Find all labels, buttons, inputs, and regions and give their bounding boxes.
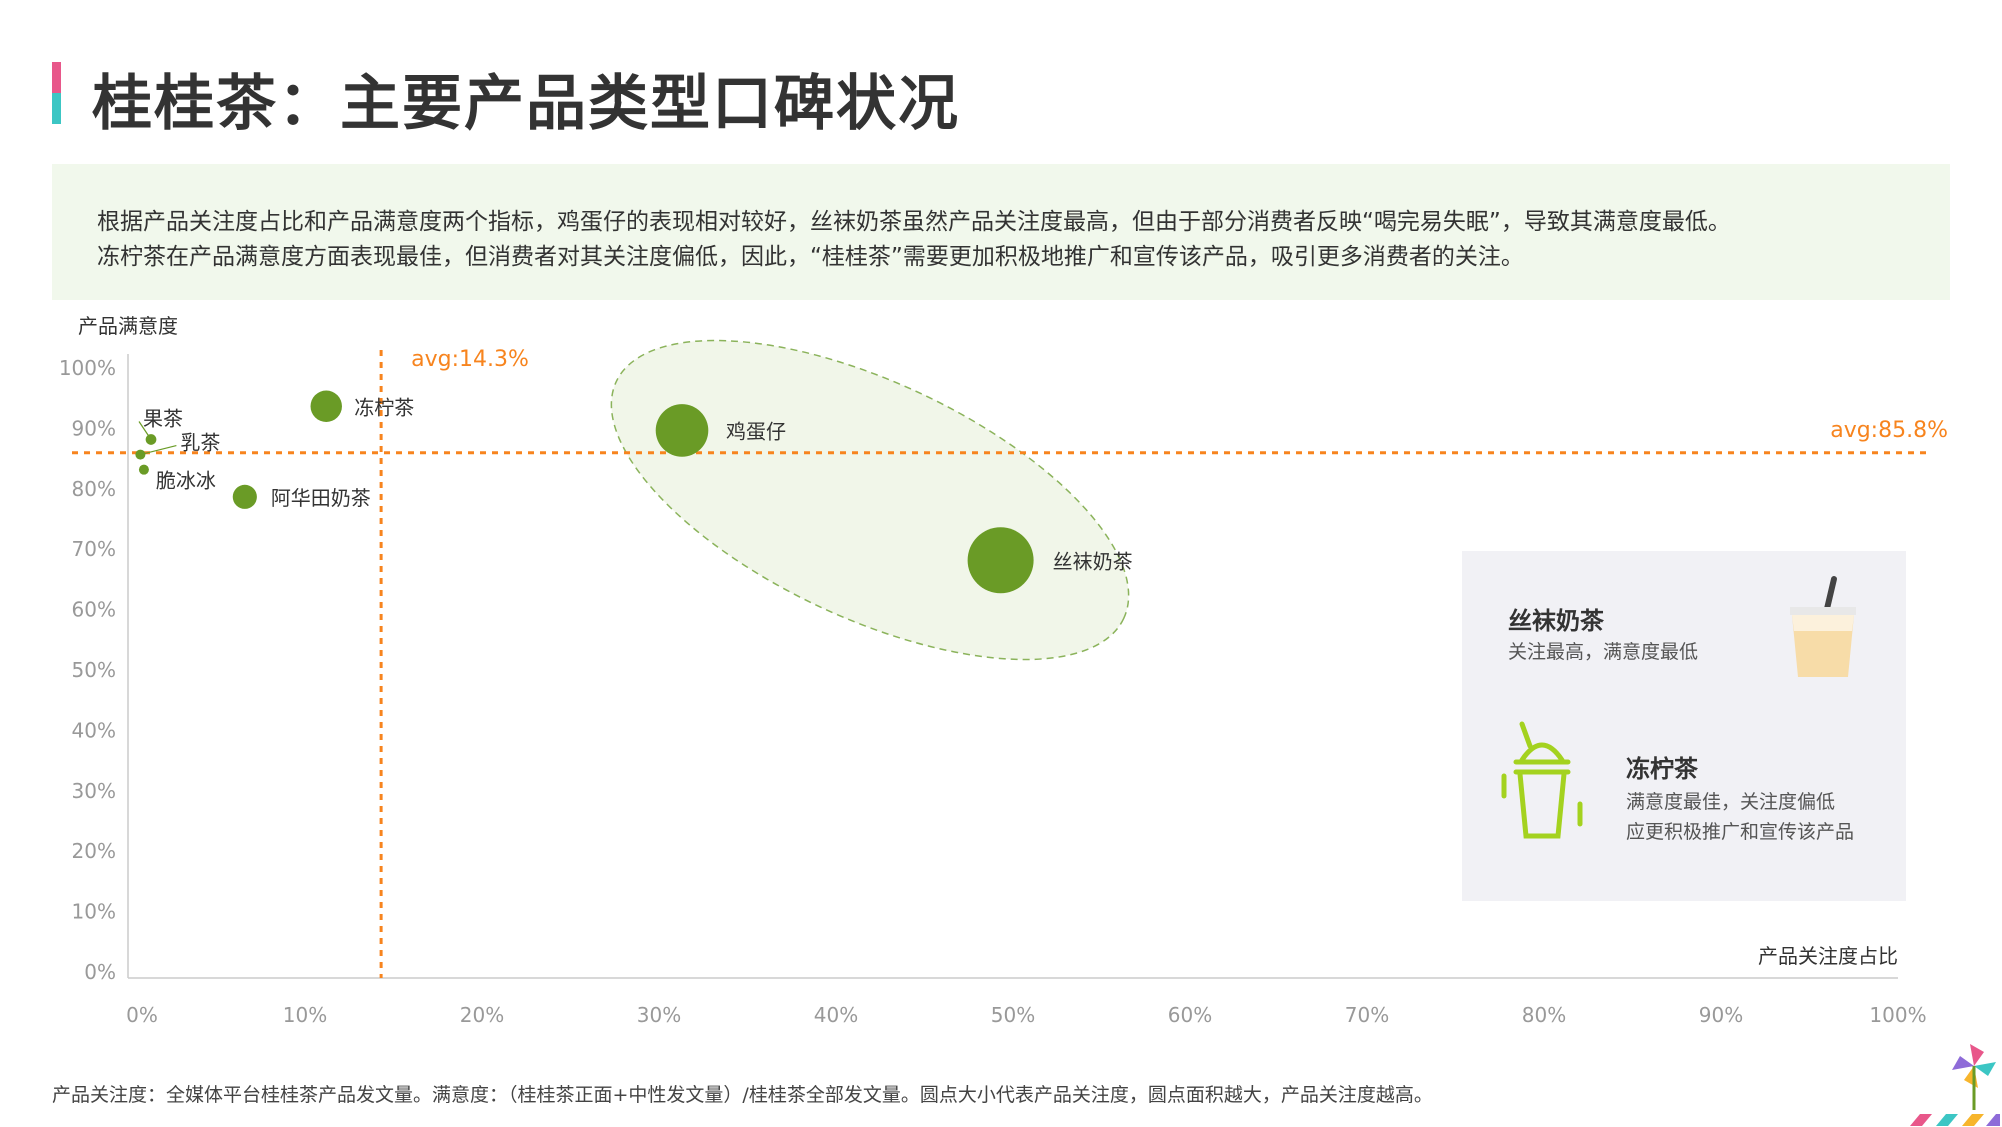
x-tick-label: 90% [1699, 1003, 1743, 1027]
footnote: 产品关注度：全媒体平台桂桂茶产品发文量。满意度：（桂桂茶正面+中性发文量）/桂桂… [52, 1084, 1433, 1106]
insight-2-title: 冻柠茶 [1626, 755, 1698, 783]
x-tick-label: 10% [283, 1003, 327, 1027]
y-tick-label: 10% [72, 900, 116, 924]
x-axis-label: 产品关注度占比 [1758, 944, 1898, 968]
insight-1-text: 关注最高，满意度最低 [1508, 641, 1699, 663]
y-tick-label: 60% [72, 598, 116, 622]
insight-panel: 丝袜奶茶 关注最高，满意度最低 冻柠茶 满意度最佳，关注度偏低 应更积极推广和宣… [1462, 551, 1906, 901]
y-tick-label: 40% [72, 718, 116, 742]
y-tick-label: 50% [72, 658, 116, 682]
point-label: 鸡蛋仔 [726, 419, 786, 443]
x-tick-label: 100% [1869, 1003, 1926, 1027]
point-label: 果茶 [143, 406, 183, 430]
y-tick-label: 70% [72, 537, 116, 561]
x-tick-label: 40% [814, 1003, 858, 1027]
avg-y-label: avg:85.8% [1830, 418, 1948, 443]
scatter-point [310, 390, 342, 422]
avg-x-label: avg:14.3% [411, 347, 529, 372]
y-tick-label: 80% [72, 477, 116, 501]
x-tick-label: 70% [1345, 1003, 1389, 1027]
highlight-ellipse [610, 339, 1130, 661]
point-label: 乳茶 [180, 431, 220, 455]
y-tick-label: 0% [84, 960, 116, 984]
y-tick-label: 100% [59, 356, 116, 380]
x-tick-label: 0% [126, 1003, 158, 1027]
y-tick-label: 90% [72, 416, 116, 440]
brand-logo [1910, 1044, 2000, 1126]
insight-2-text-1: 满意度最佳，关注度偏低 [1626, 791, 1836, 813]
milk-tea-cup-icon [1790, 576, 1856, 677]
point-label: 阿华田奶茶 [271, 486, 371, 510]
summary-line-1: 根据产品关注度占比和产品满意度两个指标，鸡蛋仔的表现相对较好，丝袜奶茶虽然产品关… [97, 209, 1731, 235]
y-tick-label: 20% [72, 839, 116, 863]
scatter-point [655, 404, 709, 457]
x-tick-label: 60% [1168, 1003, 1212, 1027]
insight-2-text-2: 应更积极推广和宣传该产品 [1626, 821, 1855, 843]
point-label: 丝袜奶茶 [1053, 549, 1133, 573]
summary-box: 根据产品关注度占比和产品满意度两个指标，鸡蛋仔的表现相对较好，丝袜奶茶虽然产品关… [52, 164, 1950, 300]
x-tick-label: 20% [460, 1003, 504, 1027]
x-tick-label: 80% [1522, 1003, 1566, 1027]
page-title: 桂桂茶：主要产品类型口碑状况 [92, 69, 960, 139]
title-accent-bar [52, 62, 61, 124]
x-tick-label: 50% [991, 1003, 1035, 1027]
label-leader-line [138, 421, 152, 440]
lemon-tea-cup-icon [1501, 721, 1583, 839]
scatter-point [232, 484, 257, 509]
point-label: 冻柠茶 [354, 395, 414, 419]
label-leader-line [140, 444, 177, 456]
point-label: 脆冰冰 [156, 469, 216, 493]
x-tick-label: 30% [637, 1003, 681, 1027]
insight-1-title: 丝袜奶茶 [1508, 607, 1604, 635]
scatter-point [967, 527, 1034, 594]
summary-line-2: 冻柠茶在产品满意度方面表现最佳，但消费者对其关注度偏低，因此，“桂桂茶”需要更加… [97, 244, 1524, 270]
scatter-point [138, 464, 149, 475]
y-tick-label: 30% [72, 779, 116, 803]
y-axis-label: 产品满意度 [78, 314, 178, 338]
